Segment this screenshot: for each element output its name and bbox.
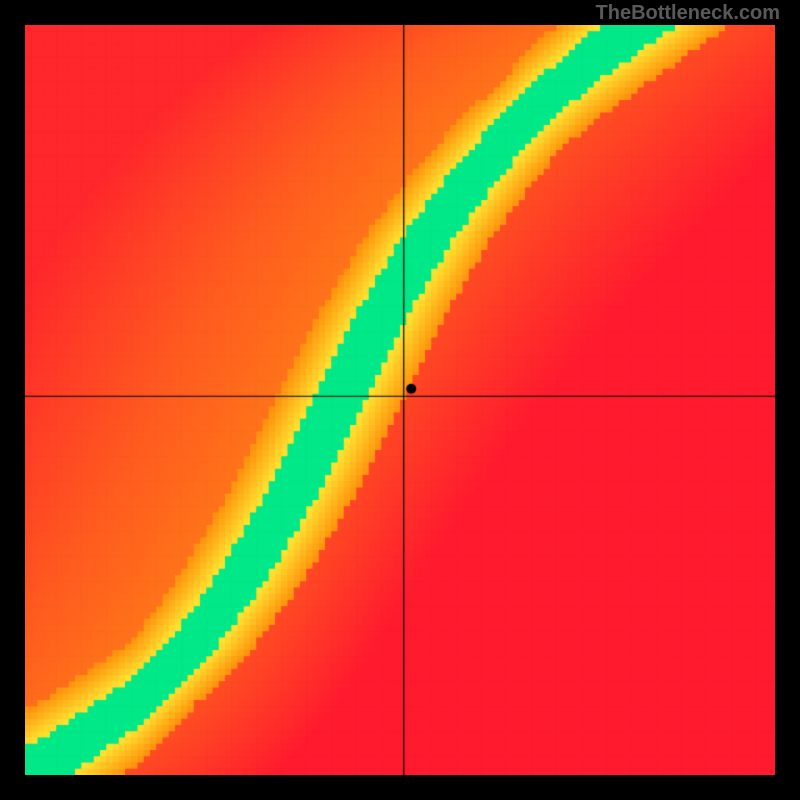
chart-container: TheBottleneck.com bbox=[0, 0, 800, 800]
heatmap-canvas bbox=[25, 25, 775, 775]
watermark-text: TheBottleneck.com bbox=[596, 2, 780, 25]
